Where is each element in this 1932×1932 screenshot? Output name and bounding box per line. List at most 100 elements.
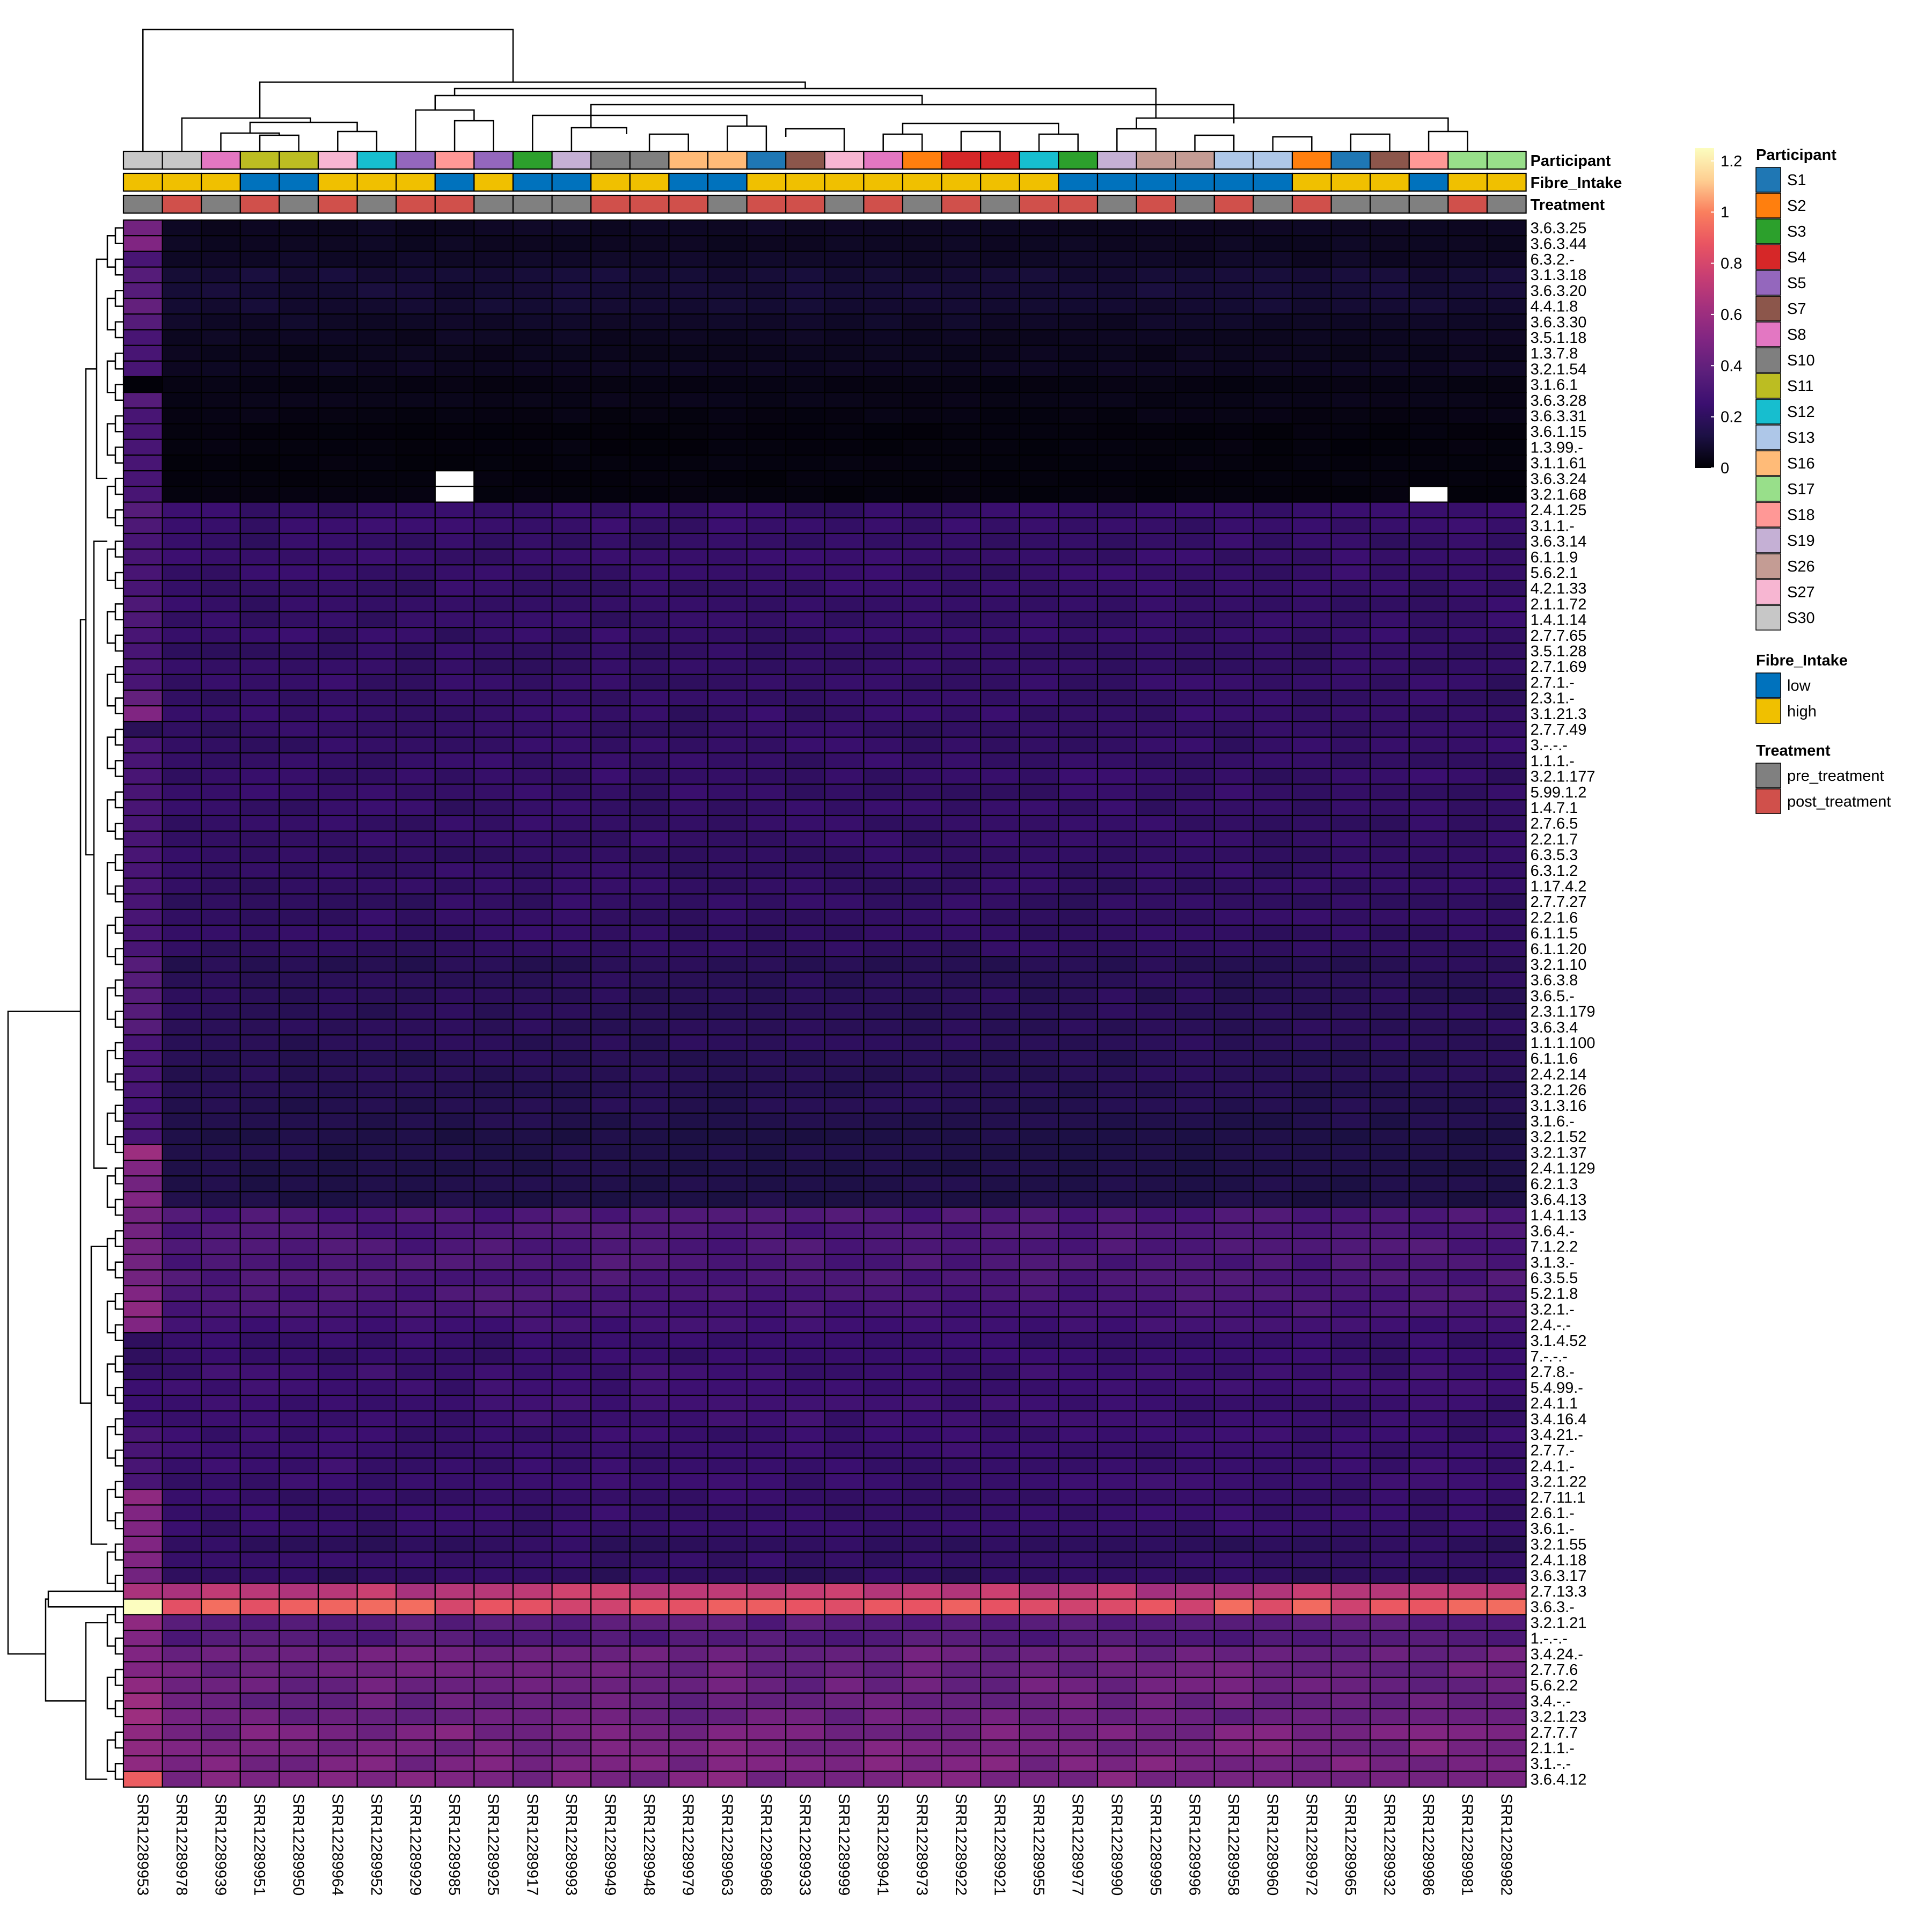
heatmap-cell xyxy=(434,971,475,989)
heatmap-cell xyxy=(356,784,397,801)
heatmap-cell xyxy=(279,282,319,299)
heatmap-cell xyxy=(122,627,163,644)
heatmap-cell xyxy=(317,1363,358,1380)
heatmap-cell xyxy=(239,1019,280,1036)
heatmap-cell xyxy=(1486,799,1527,816)
heatmap-cell xyxy=(162,1175,202,1192)
heatmap-cell xyxy=(1058,1254,1099,1271)
heatmap-cell xyxy=(512,1535,553,1553)
heatmap-cell xyxy=(902,784,942,801)
heatmap-cell xyxy=(1447,830,1488,848)
heatmap-cell xyxy=(396,1285,436,1302)
heatmap-cell xyxy=(707,1316,748,1334)
heatmap-cell xyxy=(1019,1489,1059,1506)
row-label: 3.2.1.68 xyxy=(1531,486,1587,503)
heatmap-cell xyxy=(707,407,748,425)
heatmap-cell xyxy=(434,1410,475,1428)
heatmap-cell xyxy=(356,1755,397,1772)
heatmap-cell xyxy=(473,423,514,440)
heatmap-cell xyxy=(1096,501,1137,518)
color-scale-tick-label: 0.4 xyxy=(1721,357,1742,375)
row-label: 1.3.7.8 xyxy=(1531,345,1578,362)
heatmap-cell xyxy=(473,1441,514,1459)
heatmap-cell xyxy=(512,470,553,487)
heatmap-cell xyxy=(162,360,202,378)
heatmap-cell xyxy=(1330,1206,1371,1224)
heatmap-cell xyxy=(1370,1081,1410,1099)
heatmap-cell xyxy=(162,1520,202,1537)
heatmap-cell xyxy=(785,1206,825,1224)
heatmap-cell xyxy=(1291,1206,1332,1224)
heatmap-cell xyxy=(668,627,709,644)
heatmap-cell xyxy=(356,705,397,722)
heatmap-cell xyxy=(1213,1159,1254,1177)
heatmap-cell xyxy=(1136,486,1176,503)
heatmap-cell xyxy=(122,767,163,785)
heatmap-cell xyxy=(1408,1739,1449,1757)
heatmap-cell xyxy=(1175,1394,1215,1412)
heatmap-cell xyxy=(590,1222,631,1240)
heatmap-cell xyxy=(1096,1332,1137,1349)
heatmap-cell xyxy=(707,1473,748,1490)
heatmap-cell xyxy=(629,627,670,644)
heatmap-cell xyxy=(980,1614,1020,1631)
heatmap-cell xyxy=(902,862,942,879)
heatmap-cell xyxy=(356,830,397,848)
heatmap-cell xyxy=(396,595,436,613)
dendrogram-branch xyxy=(106,1551,115,1584)
heatmap-cell xyxy=(1291,1128,1332,1145)
heatmap-cell xyxy=(1019,924,1059,942)
heatmap-cell xyxy=(434,1504,475,1521)
heatmap-cell xyxy=(434,1113,475,1130)
dendrogram-branch xyxy=(93,540,107,1169)
heatmap-cell xyxy=(396,1426,436,1443)
heatmap-cell xyxy=(1291,1034,1332,1051)
heatmap-cell xyxy=(1213,1332,1254,1349)
heatmap-cell xyxy=(512,1598,553,1615)
heatmap-cell xyxy=(824,376,865,393)
heatmap-cell xyxy=(1253,1285,1293,1302)
heatmap-cell xyxy=(122,1269,163,1286)
heatmap-cell xyxy=(473,1191,514,1208)
heatmap-cell xyxy=(1370,235,1410,252)
heatmap-cell xyxy=(434,219,475,237)
heatmap-cell xyxy=(1408,1348,1449,1365)
annotation-legends: ParticipantS1S2S3S4S5S7S8S10S11S12S13S16… xyxy=(1755,147,1891,814)
heatmap-cell xyxy=(590,752,631,770)
fibre-annotation-cell xyxy=(551,172,592,192)
heatmap-cell xyxy=(941,1426,982,1443)
row-label: 3.6.3.20 xyxy=(1531,282,1587,299)
heatmap-cell xyxy=(434,815,475,832)
heatmap-cell xyxy=(1447,1692,1488,1710)
heatmap-cell xyxy=(1291,423,1332,440)
heatmap-cell xyxy=(1136,1692,1176,1710)
heatmap-cell xyxy=(980,1520,1020,1537)
heatmap-cell xyxy=(590,1583,631,1600)
heatmap-cell xyxy=(1447,815,1488,832)
heatmap-cell xyxy=(201,1191,241,1208)
heatmap-cell xyxy=(1058,815,1099,832)
heatmap-cell xyxy=(396,1708,436,1725)
heatmap-cell xyxy=(512,1065,553,1083)
heatmap-cell xyxy=(1213,1175,1254,1192)
heatmap-cell xyxy=(1136,1175,1176,1192)
heatmap-cell xyxy=(317,987,358,1005)
row-label: 1.1.1.- xyxy=(1531,752,1575,770)
heatmap-cell xyxy=(824,971,865,989)
heatmap-cell xyxy=(434,517,475,535)
heatmap-cell xyxy=(239,580,280,597)
heatmap-cell xyxy=(434,1567,475,1584)
heatmap-cell xyxy=(1136,627,1176,644)
heatmap-cell xyxy=(317,956,358,973)
heatmap-cell xyxy=(1136,674,1176,691)
heatmap-cell xyxy=(785,830,825,848)
treatment-annotation-cell xyxy=(512,194,553,214)
heatmap-cell xyxy=(590,1363,631,1380)
heatmap-cell xyxy=(590,282,631,299)
heatmap-cell xyxy=(551,313,592,331)
heatmap-cell xyxy=(239,266,280,283)
heatmap-cell xyxy=(1253,548,1293,566)
row-label: 2.4.2.14 xyxy=(1531,1066,1587,1083)
heatmap-cell xyxy=(551,1348,592,1365)
heatmap-cell xyxy=(279,1583,319,1600)
